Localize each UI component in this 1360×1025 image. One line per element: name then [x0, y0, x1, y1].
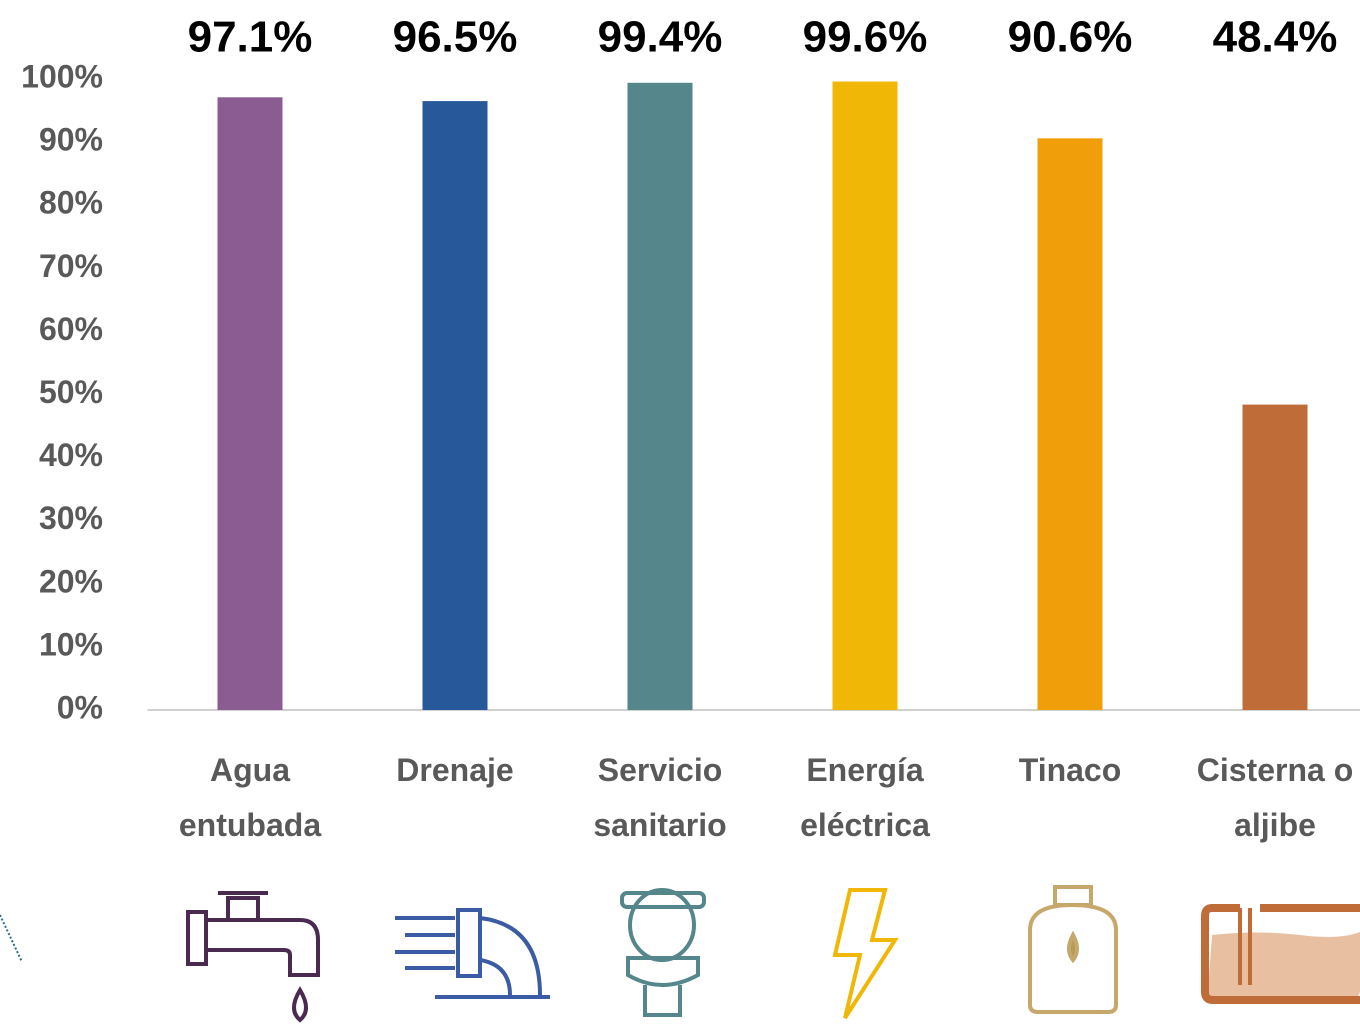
value-label: 48.4% — [1213, 13, 1338, 62]
faucet-icon — [186, 891, 320, 1023]
tank-icon — [1028, 885, 1118, 1014]
y-tick-label: 40% — [39, 437, 103, 473]
decoration — [0, 914, 23, 963]
x-tick-label: Servicio sanitario — [593, 752, 727, 843]
y-tick-label: 80% — [39, 185, 103, 221]
bar — [627, 82, 693, 710]
bar — [1242, 404, 1308, 710]
y-tick-label: 20% — [39, 563, 103, 599]
value-label: 99.4% — [598, 13, 723, 62]
y-tick-label: 50% — [39, 374, 103, 410]
y-tick-label: 60% — [39, 311, 103, 347]
cistern-icon — [1201, 904, 1360, 1004]
x-tick-label: Tinaco — [1018, 752, 1122, 788]
y-tick-label: 90% — [39, 122, 103, 158]
value-label: 99.6% — [803, 13, 928, 62]
x-tick-label: Agua entubada — [178, 752, 322, 843]
x-tick-label: Energía eléctrica — [800, 752, 930, 843]
bar — [1037, 138, 1103, 711]
bar — [832, 81, 898, 711]
value-label: 90.6% — [1008, 13, 1133, 62]
y-tick-label: 70% — [39, 248, 103, 284]
bar — [217, 97, 283, 710]
toilet-icon — [620, 888, 706, 1017]
x-tick-label: Cisterna o aljibe — [1196, 752, 1354, 843]
y-tick-label: 0% — [57, 689, 103, 725]
x-tick-label: Drenaje — [396, 752, 514, 788]
icons — [0, 885, 1360, 1023]
y-tick-label: 30% — [39, 500, 103, 536]
y-tick-label: 10% — [39, 626, 103, 662]
value-label: 97.1% — [188, 13, 313, 62]
bar — [422, 101, 488, 710]
drain-icon — [395, 908, 550, 999]
bolt-icon — [832, 888, 899, 1020]
y-tick-label: 100% — [21, 58, 103, 94]
value-label: 96.5% — [393, 13, 518, 62]
